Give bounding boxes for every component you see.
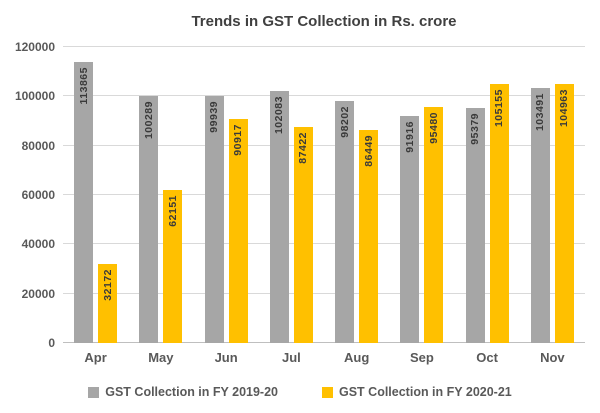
y-tick-label: 120000 bbox=[14, 40, 55, 54]
x-axis-line bbox=[63, 342, 585, 343]
bar-data-label: 104963 bbox=[558, 89, 571, 128]
bar-data-label: 90917 bbox=[232, 123, 245, 156]
bar-data-label: 95480 bbox=[427, 112, 440, 145]
bar-aug-2019-20: 98202 bbox=[335, 100, 355, 343]
bar-jul-2019-20: 102083 bbox=[269, 91, 289, 343]
bar-group-sep: 91916 95480 bbox=[389, 47, 454, 343]
bar-jun-2019-20: 99939 bbox=[204, 96, 224, 343]
x-axis: Apr May Jun Jul Aug Sep Oct Nov bbox=[63, 350, 585, 365]
y-tick-label: 80000 bbox=[21, 138, 55, 153]
bar-group-may: 100289 62151 bbox=[128, 47, 193, 343]
bar-apr-2019-20: 113865 bbox=[74, 62, 94, 343]
legend-item: GST Collection in FY 2020-21 bbox=[322, 385, 512, 399]
y-tick-label: 0 bbox=[48, 336, 55, 350]
bar-data-label: 98202 bbox=[338, 105, 351, 138]
y-tick-label: 40000 bbox=[21, 237, 55, 252]
legend-label: GST Collection in FY 2019-20 bbox=[105, 385, 278, 399]
x-tick-label-oct: Oct bbox=[476, 350, 498, 365]
gridline bbox=[63, 243, 585, 245]
bar-data-label: 99939 bbox=[208, 101, 221, 134]
y-tick-label: 60000 bbox=[21, 188, 55, 202]
gridline bbox=[63, 144, 585, 146]
legend-label: GST Collection in FY 2020-21 bbox=[339, 385, 512, 399]
gridline bbox=[63, 292, 585, 294]
bar-apr-2020-21: 32172 bbox=[98, 263, 118, 343]
bar-group-jun: 99939 90917 bbox=[194, 47, 259, 343]
bar-group-nov: 103491 104963 bbox=[520, 47, 585, 343]
bar-data-label: 100289 bbox=[142, 100, 155, 139]
legend-swatch-icon bbox=[322, 386, 333, 398]
y-axis: 0 20000 40000 60000 80000 100000 120000 bbox=[0, 41, 55, 349]
bar-data-label: 32172 bbox=[101, 268, 114, 301]
x-tick-label-nov: Nov bbox=[540, 350, 565, 365]
x-tick-label-may: May bbox=[148, 350, 174, 365]
bar-group-apr: 113865 32172 bbox=[63, 47, 128, 343]
gridline bbox=[63, 194, 585, 195]
bar-group-oct: 95379 105155 bbox=[455, 47, 520, 343]
bar-data-label: 87422 bbox=[297, 132, 310, 165]
bar-data-label: 102083 bbox=[273, 96, 286, 135]
bar-data-label: 62151 bbox=[166, 194, 179, 227]
bar-data-label: 95379 bbox=[469, 112, 482, 145]
bar-may-2020-21: 62151 bbox=[163, 189, 183, 343]
bar-jun-2020-21: 90917 bbox=[228, 118, 248, 343]
plot-area: 113865 32172 100289 62151 99939 90917 102083 87… bbox=[63, 46, 585, 343]
x-tick-label-sep: Sep bbox=[409, 350, 434, 365]
bar-sep-2019-20: 91916 bbox=[400, 116, 420, 343]
x-tick-label-jun: Jun bbox=[214, 350, 238, 365]
bar-data-label: 105155 bbox=[493, 88, 506, 127]
bar-data-label: 103491 bbox=[534, 92, 547, 131]
legend: GST Collection in FY 2019-20 GST Collecti… bbox=[0, 385, 600, 399]
x-tick-label-jul: Jul bbox=[281, 350, 301, 365]
legend-item: GST Collection in FY 2019-20 bbox=[88, 385, 278, 399]
bar-may-2019-20: 100289 bbox=[139, 95, 159, 343]
bar-sep-2020-21: 95480 bbox=[424, 107, 444, 343]
bar-nov-2019-20: 103491 bbox=[530, 87, 550, 343]
chart-title: Trends in GST Collection in Rs. crore bbox=[191, 13, 457, 30]
bar-data-label: 113865 bbox=[77, 67, 90, 105]
bar-group-aug: 98202 86449 bbox=[324, 47, 389, 343]
bar-data-label: 86449 bbox=[362, 134, 375, 167]
bar-nov-2020-21: 104963 bbox=[554, 84, 574, 343]
x-tick-label-apr: Apr bbox=[84, 350, 107, 365]
y-tick-label: 100000 bbox=[14, 89, 55, 104]
bar-oct-2019-20: 95379 bbox=[465, 107, 485, 343]
legend-swatch-icon bbox=[88, 386, 100, 398]
x-tick-label-aug: Aug bbox=[343, 350, 370, 365]
bar-data-label: 91916 bbox=[403, 121, 416, 153]
gridline bbox=[63, 95, 585, 97]
bar-oct-2020-21: 105155 bbox=[489, 83, 509, 343]
bars-layer: 113865 32172 100289 62151 99939 90917 102083 87… bbox=[63, 47, 585, 343]
bar-aug-2020-21: 86449 bbox=[359, 129, 379, 343]
bar-jul-2020-21: 87422 bbox=[293, 127, 313, 343]
bar-group-jul: 102083 87422 bbox=[259, 47, 324, 343]
gridline bbox=[63, 46, 585, 47]
y-tick-label: 20000 bbox=[21, 286, 55, 301]
